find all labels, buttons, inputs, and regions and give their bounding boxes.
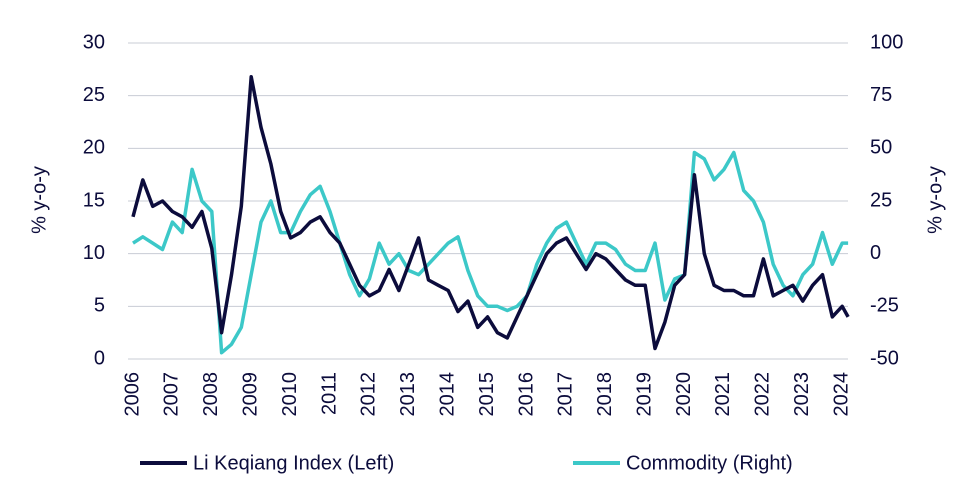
x-tick-label: 2020 — [673, 372, 695, 417]
x-tick-label: 2006 — [121, 372, 143, 417]
x-tick-label: 2022 — [752, 372, 774, 417]
y2-tick-label: 75 — [870, 84, 892, 106]
x-tick-label: 2019 — [633, 372, 655, 417]
x-tick-label: 2024 — [830, 372, 852, 417]
legend-label: Li Keqiang Index (Left) — [193, 452, 394, 474]
x-tick-label: 2013 — [397, 372, 419, 417]
x-tick-label: 2012 — [358, 372, 380, 417]
x-tick-label: 2011 — [318, 372, 340, 415]
x-tick-label: 2015 — [476, 372, 498, 417]
y-axis-title: % y-o-y — [28, 166, 50, 234]
x-tick-label: 2014 — [436, 372, 458, 417]
x-tick-label: 2018 — [594, 372, 616, 417]
y2-tick-label: 25 — [870, 189, 892, 211]
y2-tick-label: 100 — [870, 31, 903, 53]
legend-label: Commodity (Right) — [626, 452, 793, 474]
y2-tick-label: 0 — [870, 242, 881, 264]
line — [131, 74, 850, 351]
y-tick-label: 30 — [83, 31, 105, 53]
y-tick-label: 0 — [94, 347, 105, 369]
line — [132, 150, 849, 355]
y2-tick-label: -25 — [870, 295, 899, 317]
x-tick-label: 2009 — [239, 372, 261, 417]
y-tick-label: 25 — [83, 84, 105, 106]
y2-axis-title: % y-o-y — [924, 166, 946, 234]
x-tick-label: 2008 — [200, 372, 222, 417]
x-tick-label: 2021 — [712, 372, 734, 417]
x-tick-label: 2017 — [555, 372, 577, 417]
y2-tick-label: -50 — [870, 347, 899, 369]
x-tick-label: 2007 — [161, 372, 183, 417]
y-tick-label: 5 — [94, 295, 105, 317]
y-tick-label: 10 — [83, 242, 105, 264]
y-tick-label: 15 — [83, 189, 105, 211]
x-tick-label: 2023 — [791, 372, 813, 417]
y-tick-label: 20 — [83, 137, 105, 159]
y2-tick-label: 50 — [870, 137, 892, 159]
x-tick-label: 2010 — [279, 372, 301, 417]
x-tick-label: 2016 — [515, 372, 537, 417]
